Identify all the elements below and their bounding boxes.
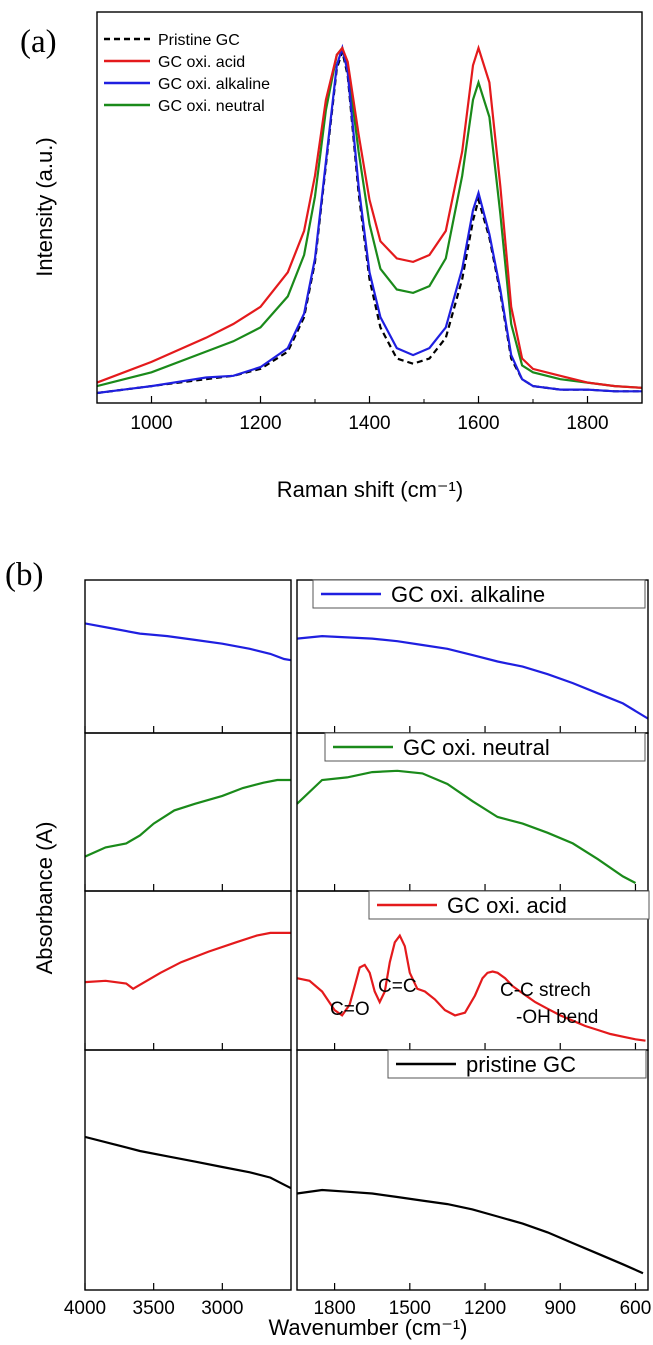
x-tick-label: 1200 [239,413,281,434]
x-tick-label: 1000 [130,413,172,434]
panel-b-annotations: C=O C=C C-C strech -OH bend [330,976,598,1028]
x-tick-label: 600 [620,1298,652,1319]
annotation-c-o: C=O [330,999,370,1020]
panel-a-y-axis-title: Intensity (a.u.) [32,137,57,276]
panel-b-plot [85,622,648,1275]
x-tick-label: 1600 [457,413,499,434]
series-line-gc-oxi-alkaline-left [85,622,292,662]
series-line-pristine-gc-left [85,1135,292,1190]
series-line-pristine-gc-right [296,1188,644,1275]
panel-b-y-axis-title: Absorbance (A) [32,822,57,975]
panel-b-frame-row4-left [84,1049,292,1291]
legend-label-pristine-gc: Pristine GC [158,32,240,49]
panel-b-legends: GC oxi. alkaline GC oxi. neutral GC oxi. a… [312,579,650,1079]
x-tick-label: 1400 [348,413,390,434]
panel-b-x-ticks: 4000 3500 3000 1800 1500 1200 900 600 [64,726,651,1319]
legend-label-gc-oxi-acid: GC oxi. acid [158,54,245,71]
x-tick-label: 900 [544,1298,576,1319]
panel-b: (b) 4000 3500 3000 1800 1500 1200 900 600 GC ox… [5,557,651,1340]
legend-label-gc-oxi-alkaline: GC oxi. alkaline [391,582,545,607]
panel-b-label: (b) [5,557,43,593]
annotation-c-c-stretch: C-C strech [500,980,591,1001]
series-line-gc-oxi-neutral-right [296,769,637,884]
series-line-gc-oxi-alkaline-right [296,634,648,720]
series-line-gc-oxi-alkaline [97,43,642,395]
panel-a-plot [97,43,642,395]
panel-a-x-axis-title: Raman shift (cm⁻¹) [277,477,463,502]
annotation-c-c-double: C=C [378,976,417,997]
x-tick-label: 1800 [566,413,608,434]
x-tick-label: 1800 [313,1298,355,1319]
legend-label-gc-oxi-alkaline: GC oxi. alkaline [158,76,270,93]
legend-box-pristine-gc [387,1049,647,1079]
x-tick-label: 3000 [201,1298,243,1319]
x-tick-label: 3500 [133,1298,175,1319]
panel-a-x-ticks: 1000 1200 1400 1600 1800 [96,396,643,434]
series-line-gc-oxi-acid [97,44,642,389]
series-line-gc-oxi-neutral [97,45,642,389]
legend-label-pristine-gc: pristine GC [466,1052,576,1077]
panel-b-x-axis-title: Wavenumber (cm⁻¹) [268,1315,467,1340]
panel-a: (a) 1000 1200 1400 1600 1800 Pristine GC GC o… [20,11,643,502]
x-tick-label: 1500 [389,1298,431,1319]
panel-a-legend: Pristine GC GC oxi. acid GC oxi. alkaline G… [104,32,270,115]
legend-label-gc-oxi-neutral: GC oxi. neutral [403,735,550,760]
x-tick-label: 4000 [64,1298,106,1319]
panel-a-label: (a) [20,24,57,60]
series-line-gc-oxi-acid-right [296,933,646,1042]
x-tick-label: 1200 [464,1298,506,1319]
series-line-gc-oxi-acid-left [85,931,291,991]
legend-label-gc-oxi-acid: GC oxi. acid [447,893,567,918]
series-line-gc-oxi-neutral-left [85,778,291,858]
legend-label-gc-oxi-neutral: GC oxi. neutral [158,98,265,115]
annotation-oh-bend: -OH bend [516,1007,598,1028]
